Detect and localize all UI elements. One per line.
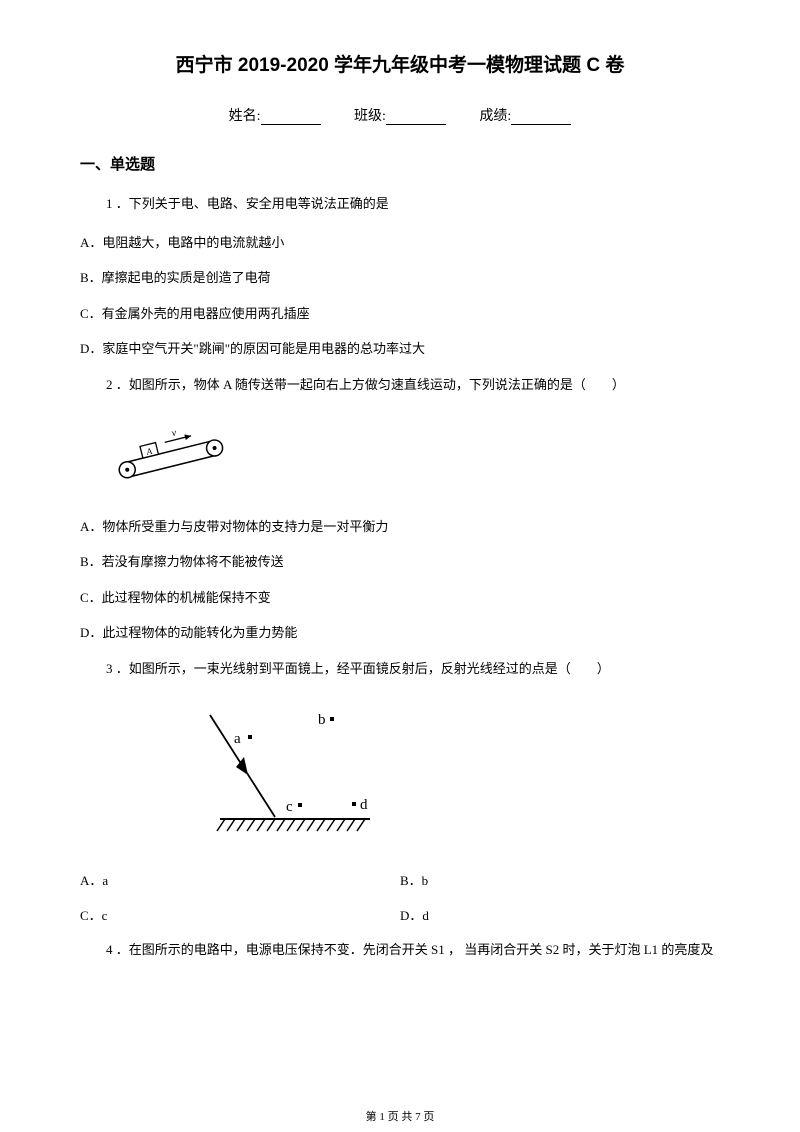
q2-stem: 2 ．如图所示，物体 A 随传送带一起向右上方做匀速直线运动，下列说法正确的是（… [80,375,720,396]
q1-option-c: C．有金属外壳的用电器应使用两孔插座 [80,304,720,324]
q4-stem: 4 ．在图所示的电路中，电源电压保持不变．先闭合开关 S1 ， 当再闭合开关 S… [80,940,720,961]
score-label: 成绩: [479,109,511,124]
q2-option-b: B．若没有摩擦力物体将不能被传送 [80,552,720,572]
q3-option-d: D．d [400,905,720,924]
svg-text:b: b [318,712,326,728]
svg-text:d: d [360,797,368,813]
student-info: 姓名: 班级: 成绩: [80,105,720,125]
q2-option-d: D．此过程物体的动能转化为重力势能 [80,623,720,643]
q2-option-a: A．物体所受重力与皮带对物体的支持力是一对平衡力 [80,517,720,537]
name-label: 姓名: [229,109,261,124]
svg-text:c: c [286,799,293,815]
q1-stem: 1 ．下列关于电、电路、安全用电等说法正确的是 [80,194,720,215]
q2-figure: A v [110,414,720,499]
page-title: 西宁市 2019-2020 学年九年级中考一模物理试题 C 卷 [80,50,720,77]
name-blank [261,111,321,125]
svg-text:v: v [171,427,179,439]
q3-figure: a b c d [200,697,720,852]
svg-text:a: a [234,731,241,747]
q1-option-a: A．电阻越大，电路中的电流就越小 [80,233,720,253]
q2-option-c: C．此过程物体的机械能保持不变 [80,588,720,608]
q3-option-b: B．b [400,870,720,889]
class-blank [386,111,446,125]
q3-stem: 3 ．如图所示，一束光线射到平面镜上，经平面镜反射后，反射光线经过的点是（ ） [80,659,720,680]
page-footer: 第 1 页 共 7 页 [0,1108,800,1124]
class-label: 班级: [354,109,386,124]
q1-option-b: B．摩擦起电的实质是创造了电荷 [80,268,720,288]
conveyor-icon: A v [110,414,250,494]
q3-options-row1: A．a B．b [80,870,720,889]
q3-option-a: A．a [80,870,400,889]
q3-options-row2: C．c D．d [80,905,720,924]
score-blank [511,111,571,125]
section-heading: 一、单选题 [80,153,720,174]
q1-option-d: D．家庭中空气开关"跳闸"的原因可能是用电器的总功率过大 [80,339,720,359]
mirror-diagram-icon: a b c d [200,697,420,847]
q3-option-c: C．c [80,905,400,924]
